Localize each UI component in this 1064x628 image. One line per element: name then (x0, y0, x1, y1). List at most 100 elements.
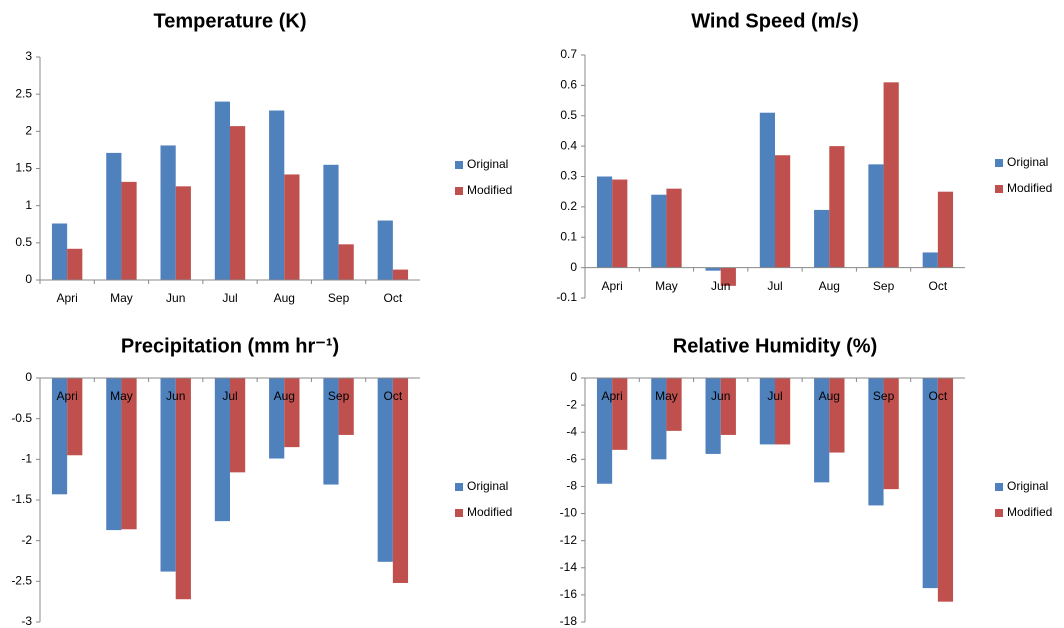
bar (814, 378, 830, 483)
y-tick-label: -8 (566, 479, 577, 493)
y-tick-label: 0 (25, 370, 32, 384)
bar (230, 126, 246, 280)
bar (937, 378, 954, 602)
y-tick-label: -10 (560, 506, 578, 520)
x-tick-label: Aug (274, 291, 295, 305)
bar (814, 209, 830, 268)
bar (121, 378, 137, 530)
bar (775, 155, 791, 268)
x-tick-label: Sep (328, 389, 350, 403)
bar (230, 378, 246, 473)
bar (214, 101, 230, 280)
y-tick-label: -1.5 (11, 492, 32, 506)
legend-swatch (995, 185, 1003, 193)
subplot: Wind Speed (m/s) -0.1 0 0.1 0.2 0.3 0.4 0.5 0.6 0… (556, 10, 1052, 304)
x-tick-label: May (655, 389, 678, 403)
y-tick-label: -0.1 (556, 290, 577, 304)
bar (922, 378, 938, 589)
x-tick-label: Jul (767, 279, 782, 293)
bar (666, 378, 682, 431)
bar (269, 378, 285, 459)
bar (284, 174, 300, 280)
bar (759, 378, 775, 445)
bar (829, 146, 845, 268)
bar (377, 378, 393, 562)
bar (596, 176, 613, 268)
legend-label: Original (467, 157, 508, 171)
subplot: Temperature (K) 0 0.5 1 1.5 2 2.5 3 Apri May Jun Ju… (15, 10, 512, 305)
y-tick-label: 2.5 (15, 86, 32, 100)
bar (705, 267, 721, 271)
bar (338, 244, 354, 280)
y-tick-label: 1 (25, 198, 32, 212)
y-tick-label: 0.6 (560, 78, 577, 92)
bar (651, 378, 667, 460)
bar (214, 378, 230, 522)
legend-swatch (995, 159, 1003, 167)
x-tick-label: Jul (222, 291, 237, 305)
x-tick-label: Jun (166, 291, 185, 305)
y-tick-label: 0.5 (560, 108, 577, 122)
bar (67, 248, 83, 280)
bar (612, 179, 628, 268)
y-tick-label: -2 (566, 397, 577, 411)
bar (338, 378, 354, 435)
bar (269, 110, 285, 281)
x-tick-label: Apri (56, 389, 77, 403)
x-tick-label: Jun (711, 389, 730, 403)
subplot-title: Precipitation (mm hr⁻¹) (121, 335, 339, 357)
bar (51, 223, 68, 280)
y-tick-label: 0.3 (560, 169, 577, 183)
legend-swatch (455, 161, 463, 169)
bar (323, 164, 339, 280)
x-tick-label: May (110, 291, 133, 305)
x-tick-label: Aug (274, 389, 295, 403)
y-tick-label: 2 (25, 124, 32, 138)
bar (121, 181, 137, 280)
y-tick-label: 3 (25, 49, 32, 63)
bar (106, 378, 122, 531)
y-tick-label: -2 (21, 533, 32, 547)
y-tick-label: 1.5 (15, 161, 32, 175)
y-tick-label: 0.1 (560, 229, 577, 243)
bar (323, 378, 339, 485)
legend-label: Modified (1007, 505, 1052, 519)
bar (377, 220, 393, 280)
bar (759, 112, 775, 268)
y-tick-label: 0 (25, 272, 32, 286)
x-tick-label: Sep (873, 389, 895, 403)
legend-swatch (995, 483, 1003, 491)
y-tick-label: 0.7 (560, 47, 577, 61)
x-tick-label: Jul (222, 389, 237, 403)
bar (284, 378, 300, 448)
x-tick-label: Oct (929, 279, 948, 293)
x-tick-label: Aug (819, 279, 840, 293)
x-tick-label: Oct (384, 291, 403, 305)
x-tick-label: Jun (166, 389, 185, 403)
x-tick-label: Apri (601, 389, 622, 403)
subplot-title: Relative Humidity (%) (673, 335, 877, 357)
subplot: Precipitation (mm hr⁻¹) 0 -0.5 -1 -1.5 -2 -2.5… (11, 335, 512, 628)
bar (775, 378, 791, 445)
x-tick-label: Sep (873, 279, 895, 293)
x-tick-label: Oct (929, 389, 948, 403)
x-tick-label: Jun (711, 279, 730, 293)
bar (160, 378, 176, 572)
bar (596, 378, 613, 484)
bar (868, 378, 884, 506)
legend-label: Modified (467, 505, 512, 519)
legend-swatch (455, 483, 463, 491)
bar (175, 186, 191, 280)
bar (829, 378, 845, 453)
y-tick-label: 0.5 (15, 235, 32, 249)
x-tick-label: Sep (328, 291, 350, 305)
bar (106, 152, 122, 280)
bar (883, 82, 899, 268)
subplot-title: Wind Speed (m/s) (691, 10, 859, 32)
x-tick-label: May (110, 389, 133, 403)
bar (651, 194, 667, 268)
x-tick-label: Aug (819, 389, 840, 403)
y-tick-label: 0.2 (560, 199, 577, 213)
bar (392, 378, 409, 583)
